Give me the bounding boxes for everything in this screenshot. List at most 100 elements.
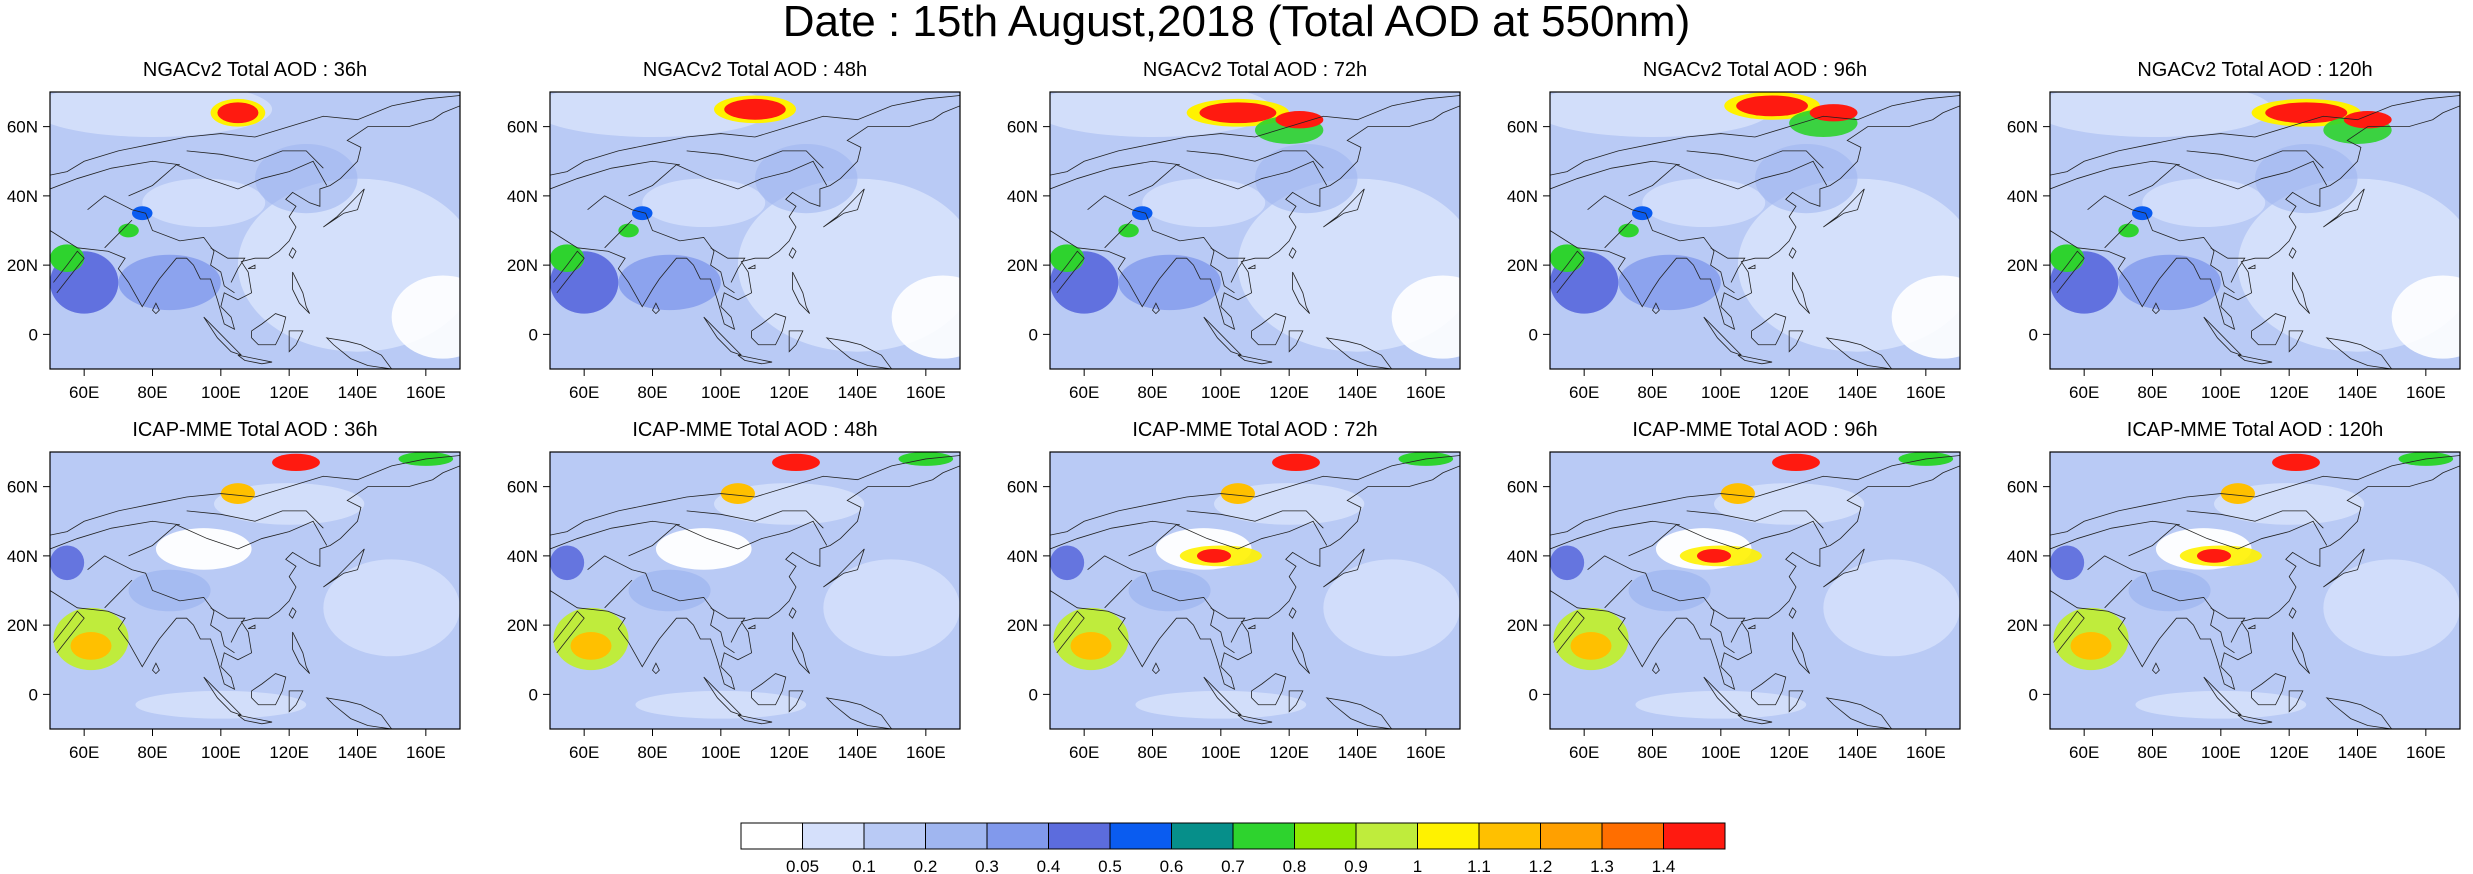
panel-title: ICAP-MME Total AOD : 36h [132,419,378,441]
lon-tick-label: 60E [569,743,599,762]
lon-tick-label: 140E [338,743,378,762]
lat-tick-label: 0 [1529,325,1538,344]
lon-tick-label: 80E [637,743,667,762]
colorbar-label: 1 [1413,857,1422,874]
map-canvas: 60E 80E 100E 120E 140E 160E 60N 40N 20N 0 [2007,91,2461,402]
lat-tick-label: 60N [507,478,538,497]
coastlines [1550,95,1960,369]
aod-colorbar: 0.05 0.1 0.2 0.3 0.4 0.5 0.6 0.7 0.8 0.9 1 1.1 1.2 1.… [740,822,1726,874]
lon-tick-label: 160E [1406,383,1446,402]
lat-tick-label: 40N [507,187,538,206]
coastlines [550,95,960,369]
lat-tick-label: 40N [2007,187,2038,206]
lat-tick-label: 40N [7,547,38,566]
lat-tick-label: 40N [7,187,38,206]
lat-tick-label: 0 [529,685,538,704]
lat-tick-label: 0 [29,325,38,344]
aod-field [1050,92,1460,369]
map-frame [1549,91,1961,370]
lat-tick-label: 20N [7,256,38,275]
colorbar-swatch [1355,822,1418,850]
lat-tick-label: 40N [1007,547,1038,566]
lat-tick-label: 60N [7,478,38,497]
lon-tick-label: 60E [1069,383,1099,402]
lon-tick-label: 100E [701,743,741,762]
lon-tick-label: 140E [838,383,878,402]
map-canvas: 60E 80E 100E 120E 140E 160E 60N 40N 20N 0 [7,91,461,402]
map-frame [1049,91,1461,370]
map-panel-ngacv2-96h: NGACv2 Total AOD : 96h 60E 80E 100E 120E 140E… [1500,58,1961,418]
colorbar-swatch [1109,822,1172,850]
colorbar-swatch [1417,822,1480,850]
colorbar-label: 0.7 [1221,857,1245,874]
lon-tick-label: 80E [2137,383,2167,402]
map-panel-icap-mme-36h: ICAP-MME Total AOD : 36h 60E 80E 100E 120E 14… [0,418,461,778]
lon-tick-label: 120E [269,383,309,402]
panel-title: NGACv2 Total AOD : 96h [1642,59,1868,81]
lat-tick-label: 40N [1507,547,1538,566]
lon-tick-label: 80E [1637,743,1667,762]
aod-field [1050,452,1460,729]
lon-tick-label: 60E [569,383,599,402]
lat-tick-label: 60N [7,118,38,137]
lat-tick-label: 40N [507,547,538,566]
map-frame [49,451,461,730]
map-frame [49,91,461,370]
lon-tick-label: 100E [1201,743,1241,762]
colorbar-label: 1.2 [1529,857,1553,874]
colorbar-swatch [1478,822,1541,850]
colorbar-swatch [925,822,988,850]
colorbar-label: 0.8 [1283,857,1307,874]
coastlines [1550,455,1960,729]
colorbar-swatch [740,822,803,850]
lat-tick-label: 20N [2007,616,2038,635]
colorbar-label: 1.3 [1590,857,1614,874]
lat-tick-label: 60N [2007,478,2038,497]
map-canvas: 60E 80E 100E 120E 140E 160E 60N 40N 20N 0 [507,91,961,402]
aod-field [2050,452,2460,729]
lat-tick-label: 60N [507,118,538,137]
panel-title: ICAP-MME Total AOD : 96h [1632,419,1878,441]
lon-tick-label: 100E [1201,383,1241,402]
lon-tick-label: 80E [1137,383,1167,402]
colorbar-swatch [863,822,926,850]
lon-tick-label: 60E [1569,383,1599,402]
lon-tick-label: 80E [137,743,167,762]
lat-tick-label: 0 [1529,685,1538,704]
lon-tick-label: 100E [201,743,241,762]
panel-title: ICAP-MME Total AOD : 72h [1132,419,1378,441]
lon-tick-label: 120E [1769,383,1809,402]
lat-tick-label: 20N [1507,256,1538,275]
colorbar-label: 0.9 [1344,857,1368,874]
map-canvas: 60E 80E 100E 120E 140E 160E 60N 40N 20N 0 [507,451,961,762]
colorbar-swatch [1171,822,1234,850]
lon-tick-label: 100E [1701,743,1741,762]
colorbar-label: 0.4 [1037,857,1061,874]
lon-tick-label: 100E [201,383,241,402]
lat-tick-label: 0 [29,685,38,704]
panel-title: NGACv2 Total AOD : 36h [142,59,368,81]
colorbar-label: 0.05 [786,857,819,874]
lon-tick-label: 160E [1406,743,1446,762]
lat-tick-label: 60N [2007,118,2038,137]
lon-tick-label: 160E [1906,743,1946,762]
map-panel-icap-mme-48h: ICAP-MME Total AOD : 48h 60E 80E 100E 120E 14… [500,418,961,778]
lat-tick-label: 60N [1507,118,1538,137]
colorbar-label: 0.2 [914,857,938,874]
lat-tick-label: 60N [1007,478,1038,497]
lon-tick-label: 60E [1069,743,1099,762]
lat-tick-label: 20N [1507,616,1538,635]
lat-tick-label: 20N [7,616,38,635]
coastlines [2050,455,2460,729]
map-panel-icap-mme-120h: ICAP-MME Total AOD : 120h 60E 80E 100E 120E 1… [2000,418,2461,778]
lon-tick-label: 140E [1838,743,1878,762]
lat-tick-label: 0 [2029,685,2038,704]
map-canvas: 60E 80E 100E 120E 140E 160E 60N 40N 20N 0 [1007,451,1461,762]
lon-tick-label: 160E [906,743,946,762]
colorbar-swatch [1540,822,1603,850]
lon-tick-label: 120E [1269,743,1309,762]
map-canvas: 60E 80E 100E 120E 140E 160E 60N 40N 20N 0 [2007,451,2461,762]
lat-tick-label: 0 [2029,325,2038,344]
lon-tick-label: 60E [69,743,99,762]
lat-tick-label: 40N [1507,187,1538,206]
